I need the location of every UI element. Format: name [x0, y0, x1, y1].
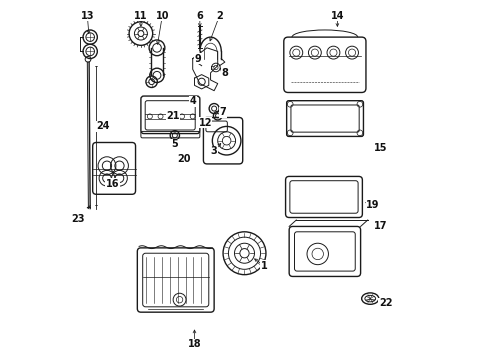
Text: 15: 15 [373, 143, 386, 153]
Text: 24: 24 [97, 121, 110, 131]
Text: 9: 9 [194, 54, 201, 64]
Text: 13: 13 [81, 11, 94, 21]
Text: 12: 12 [198, 118, 211, 128]
Text: 20: 20 [177, 154, 190, 163]
Text: 10: 10 [155, 11, 169, 21]
Text: 19: 19 [366, 200, 379, 210]
Text: 16: 16 [105, 179, 119, 189]
Text: 7: 7 [219, 107, 226, 117]
Text: 2: 2 [216, 11, 223, 21]
Text: 8: 8 [221, 68, 228, 78]
Text: 17: 17 [373, 221, 386, 231]
Text: 21: 21 [166, 111, 180, 121]
Text: 4: 4 [189, 96, 196, 107]
Text: 1: 1 [260, 261, 267, 271]
Text: 22: 22 [378, 298, 391, 308]
Text: 14: 14 [330, 11, 344, 21]
Text: 3: 3 [210, 147, 217, 157]
Text: 5: 5 [171, 139, 178, 149]
Text: 23: 23 [72, 214, 85, 224]
Text: 18: 18 [187, 339, 201, 349]
Text: 11: 11 [134, 11, 147, 21]
Text: 6: 6 [196, 11, 203, 21]
